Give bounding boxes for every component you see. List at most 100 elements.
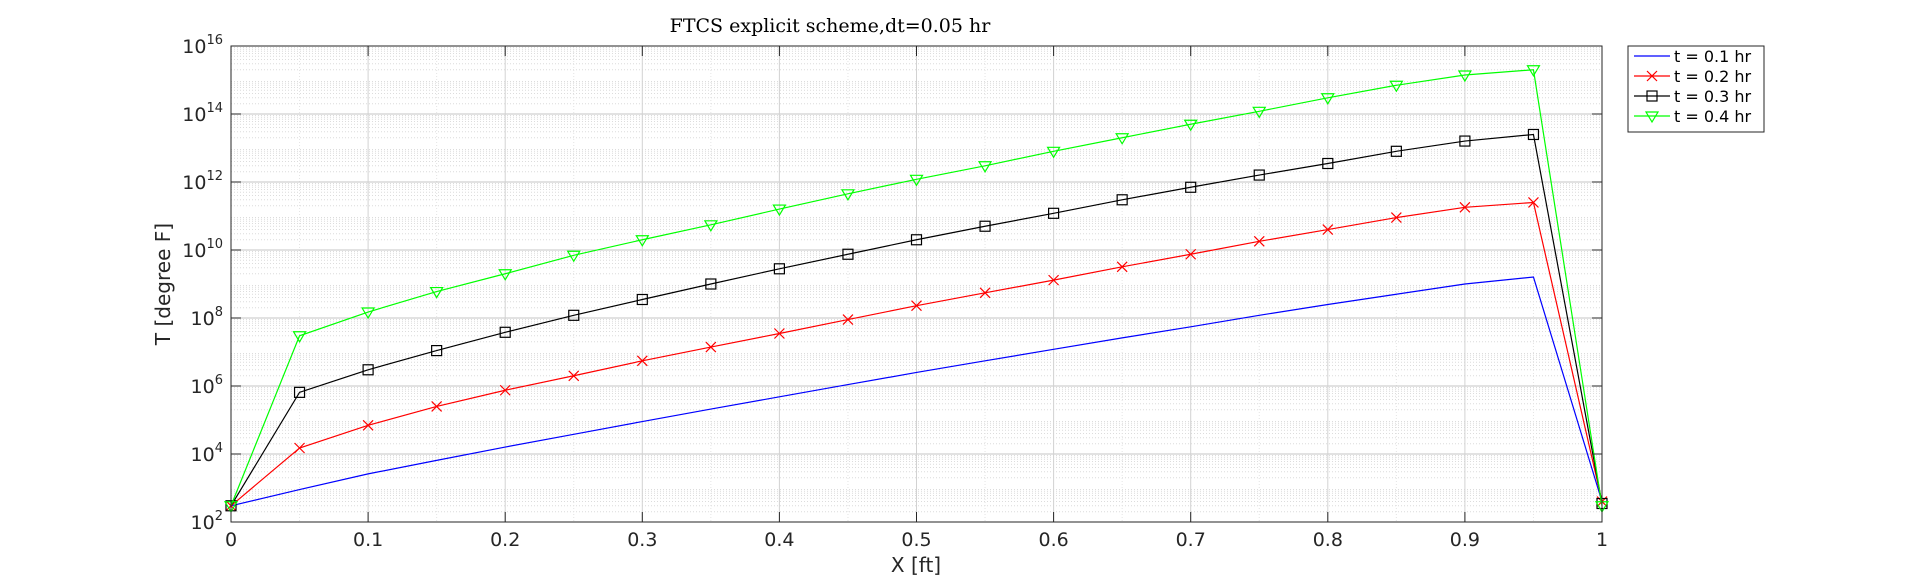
y-tick-base: 10 [182, 240, 206, 262]
data-point [429, 286, 444, 299]
x-tick-label: 0.7 [1176, 529, 1206, 551]
data-point [1253, 235, 1265, 247]
chart-title: FTCS explicit scheme,dt=0.05 hr [670, 15, 992, 37]
data-point [499, 326, 511, 338]
data-point [977, 161, 993, 173]
y-tick-base: 10 [182, 172, 206, 194]
data-point [842, 248, 854, 260]
y-tick-base: 10 [191, 444, 215, 466]
y-tick-exponent: 4 [215, 441, 223, 456]
x-tick-label: 0.5 [901, 529, 931, 551]
x-tick-label: 0.4 [764, 529, 794, 551]
data-point [1322, 157, 1334, 170]
y-tick-label: 1014 [182, 101, 223, 126]
data-point [1527, 128, 1540, 141]
data-point [1185, 248, 1197, 260]
y-tick-base: 10 [191, 512, 215, 534]
series-t-0-1-hr [230, 276, 1603, 507]
data-point [293, 386, 306, 398]
data-point [703, 220, 718, 232]
data-point [911, 300, 922, 312]
y-tick-exponent: 8 [215, 305, 223, 320]
data-point [1048, 274, 1060, 286]
data-point [1390, 145, 1402, 157]
legend-entry: t = 0.2 hr [1634, 67, 1752, 86]
data-point [909, 174, 924, 187]
data-point [431, 401, 443, 412]
data-point [1390, 212, 1402, 223]
data-point [1253, 169, 1265, 181]
data-point [1252, 106, 1267, 119]
data-point [1528, 197, 1539, 208]
data-point [362, 364, 374, 376]
data-point [979, 220, 991, 232]
data-point [498, 269, 513, 281]
x-tick-label: 0 [225, 529, 237, 551]
data-point [773, 328, 785, 339]
data-point [1046, 146, 1061, 159]
data-point [568, 370, 580, 382]
data-point [361, 307, 376, 320]
data-point [1389, 80, 1404, 93]
data-point [1320, 93, 1335, 105]
data-point [1526, 65, 1541, 77]
data-point [1116, 261, 1128, 273]
x-tick-label: 0.1 [353, 529, 383, 551]
series-line [230, 133, 1603, 507]
series-group [223, 65, 1610, 513]
legend-box [1627, 45, 1765, 133]
data-point [773, 263, 786, 275]
series-line [230, 276, 1603, 507]
y-tick-exponent: 16 [206, 33, 223, 48]
data-point [1457, 70, 1472, 83]
x-tick-labels: 0 0.1 0.2 0.3 0.4 0.5 0.6 0.7 0.8 0.9 1 [225, 529, 1608, 551]
data-point [705, 341, 717, 353]
data-point [566, 250, 581, 263]
legend-label: t = 0.4 hr [1674, 107, 1752, 126]
x-tick-label: 0.8 [1313, 529, 1343, 551]
x-tick-label: 0.9 [1450, 529, 1480, 551]
legend-entry: t = 0.1 hr [1634, 47, 1752, 66]
legend-entry: t = 0.3 hr [1634, 87, 1752, 106]
data-point [362, 419, 374, 431]
y-tick-label: 102 [191, 509, 223, 534]
data-point [1646, 70, 1658, 82]
data-point [705, 278, 717, 290]
data-point [840, 189, 856, 201]
y-tick-base: 10 [191, 308, 215, 330]
y-tick-base: 10 [182, 36, 206, 58]
x-tick-label: 0.3 [627, 529, 657, 551]
data-point [431, 344, 443, 357]
legend-label: t = 0.3 hr [1674, 87, 1752, 106]
axis-ticks [230, 45, 1603, 523]
legend-label: t = 0.1 hr [1674, 47, 1752, 66]
data-point [499, 384, 511, 396]
y-tick-label: 104 [191, 441, 223, 466]
y-tick-label: 108 [191, 305, 223, 330]
y-tick-exponent: 6 [215, 373, 223, 388]
data-point [635, 235, 650, 247]
y-tick-exponent: 14 [206, 101, 223, 116]
legend-label: t = 0.2 hr [1674, 67, 1752, 86]
x-axis-label: X [ft] [891, 553, 941, 577]
data-point [1047, 207, 1060, 219]
data-point [1322, 224, 1334, 235]
legend: t = 0.1 hrt = 0.2 hrt = 0.3 hrt = 0.4 hr [1627, 45, 1765, 133]
data-point [636, 293, 648, 306]
x-tick-label: 0.6 [1038, 529, 1068, 551]
data-point [1115, 133, 1130, 145]
y-axis-label: T [degree F] [151, 223, 175, 346]
y-tick-base: 10 [191, 376, 215, 398]
y-tick-base: 10 [182, 104, 206, 126]
data-point [1644, 111, 1660, 124]
series-t-0-2-hr [225, 197, 1608, 512]
y-tick-label: 1010 [182, 237, 223, 262]
y-tick-exponent: 12 [206, 169, 223, 184]
y-tick-exponent: 2 [215, 509, 223, 524]
series-line [230, 69, 1603, 507]
y-tick-label: 106 [191, 373, 223, 398]
data-point [979, 287, 991, 299]
data-point [1459, 201, 1471, 213]
